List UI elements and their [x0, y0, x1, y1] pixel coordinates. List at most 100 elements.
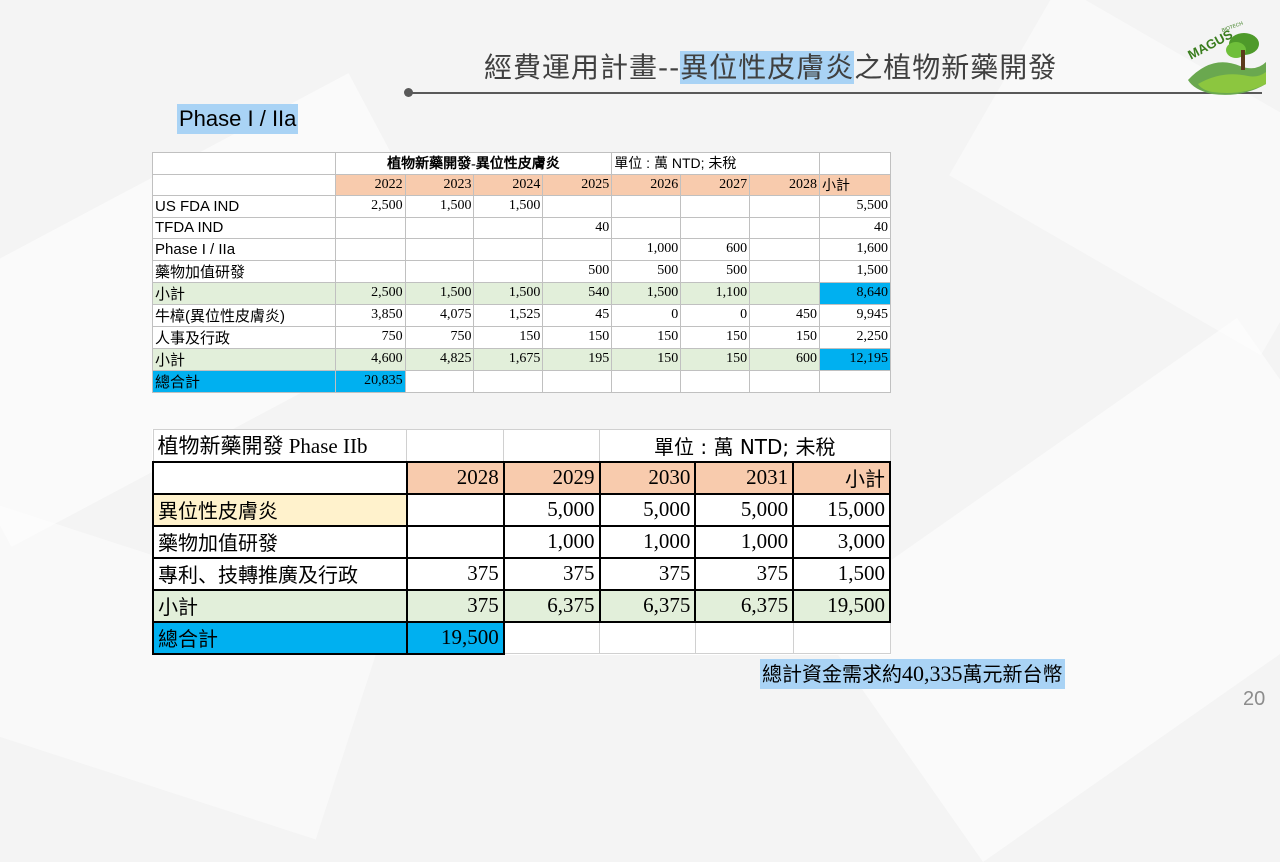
- title-highlight: 異位性皮膚炎: [680, 51, 855, 84]
- cell: 4,825: [404, 347, 475, 371]
- cell: 1,500: [404, 281, 475, 305]
- cell: 500: [611, 259, 682, 283]
- cell: 375: [694, 556, 795, 591]
- year-header: 2022: [334, 173, 406, 196]
- cell: [405, 492, 505, 527]
- row-label: 藥物加值研發: [152, 524, 408, 559]
- row-total: 2,250: [818, 325, 892, 349]
- table-unit: 單位 : 萬 NTD; 未稅: [599, 429, 891, 462]
- table-row: 專利、技轉推廣及行政 375 375 375 375 1,500: [152, 556, 891, 591]
- cell: 750: [404, 325, 475, 349]
- cell: 1,000: [502, 524, 601, 559]
- cell: 1,500: [611, 281, 682, 305]
- cell: 1,000: [611, 238, 682, 261]
- row-label: 異位性皮膚炎: [152, 492, 408, 527]
- grand-total-row: 總合計 19,500: [152, 620, 891, 655]
- total-header: 小計: [792, 460, 891, 495]
- cell: 6,375: [598, 588, 697, 623]
- total-header: 小計: [818, 173, 892, 196]
- grand-total-value: 20,835: [334, 369, 406, 393]
- cell: 4,075: [404, 303, 475, 327]
- cell: 1,000: [694, 524, 795, 559]
- cell: [334, 238, 406, 261]
- cell: 1,500: [473, 281, 544, 305]
- cell: 40: [542, 216, 613, 239]
- title-rule: [410, 92, 1262, 94]
- table-row: 人事及行政 750 750 150 150 150 150 150 2,250: [152, 325, 892, 349]
- cell: 540: [542, 281, 613, 305]
- cell: [749, 238, 820, 261]
- cell: 450: [749, 303, 820, 327]
- grand-total-label: 總合計: [152, 369, 336, 393]
- row-label: 藥物加值研發: [152, 259, 336, 283]
- page-number: 20: [1243, 688, 1266, 710]
- table-row: Phase I / IIa 1,000 600 1,600: [152, 238, 892, 261]
- table-title-row: 植物新藥開發-異位性皮膚炎 單位 : 萬 NTD; 未稅: [152, 152, 892, 175]
- total-funding-note: 總計資金需求約40,335萬元新台幣: [760, 659, 1065, 689]
- total-note-suffix: 萬元新台幣: [962, 662, 1063, 686]
- subtotal-row: 小計 4,600 4,825 1,675 195 150 150 600 12,…: [152, 347, 892, 371]
- cell: 45: [542, 303, 613, 327]
- cell: [611, 216, 682, 239]
- cell: 1,500: [404, 195, 475, 218]
- table-unit: 單位 : 萬 NTD; 未稅: [611, 152, 820, 175]
- row-total: 9,945: [818, 303, 892, 327]
- budget-table-phase2b: 植物新藥開發 Phase IIb 單位 : 萬 NTD; 未稅 2028 202…: [152, 429, 891, 655]
- cell: 375: [405, 556, 505, 591]
- cell: 0: [611, 303, 682, 327]
- row-total: 40: [818, 216, 892, 239]
- cell: 1,000: [598, 524, 697, 559]
- total-note-prefix: 總計資金需求約: [762, 662, 902, 686]
- cell: [404, 216, 475, 239]
- cell: 1,100: [680, 281, 751, 305]
- row-total: 5,500: [818, 195, 892, 218]
- title-suffix: 之植物新藥開發: [854, 51, 1058, 84]
- grand-total-value: 19,500: [405, 620, 505, 655]
- cell: [542, 195, 613, 218]
- row-total: 1,500: [792, 556, 891, 591]
- cell: [749, 259, 820, 283]
- year-header: 2028: [749, 173, 820, 196]
- table-header-row: 2028 2029 2030 2031 小計: [152, 460, 891, 495]
- table-title-row: 植物新藥開發 Phase IIb 單位 : 萬 NTD; 未稅: [152, 429, 891, 462]
- year-header: 2025: [542, 173, 613, 196]
- cell: [405, 524, 505, 559]
- row-label: 專利、技轉推廣及行政: [152, 556, 408, 591]
- row-label: Phase I / IIa: [152, 238, 336, 261]
- row-total: 3,000: [792, 524, 891, 559]
- cell: 3,850: [334, 303, 406, 327]
- cell: 4,600: [334, 347, 406, 371]
- cell: 600: [749, 347, 820, 371]
- cell: 150: [680, 347, 751, 371]
- year-header: 2023: [404, 173, 475, 196]
- cell: [473, 259, 544, 283]
- total-note-amount: 40,335: [902, 661, 963, 686]
- subtotal-row: 小計 375 6,375 6,375 6,375 19,500: [152, 588, 891, 623]
- cell: 500: [680, 259, 751, 283]
- magus-logo-icon: MAGUS BIOTECH: [1185, 21, 1266, 95]
- cell: [680, 195, 751, 218]
- title-prefix: 經費運用計畫--: [484, 51, 681, 84]
- cell: [680, 216, 751, 239]
- year-header: 2029: [502, 460, 601, 495]
- cell: 150: [473, 325, 544, 349]
- cell: [749, 195, 820, 218]
- table-row: 藥物加值研發 500 500 500 1,500: [152, 259, 892, 283]
- table-row: TFDA IND 40 40: [152, 216, 892, 239]
- slide-title: 經費運用計畫--異位性皮膚炎之植物新藥開發: [484, 46, 1057, 86]
- grand-total-label: 總合計: [152, 620, 408, 655]
- row-label: US FDA IND: [152, 195, 336, 218]
- year-header: 2024: [473, 173, 544, 196]
- cell: [749, 216, 820, 239]
- cell: 2,500: [334, 195, 406, 218]
- cell: 1,525: [473, 303, 544, 327]
- year-header: 2031: [694, 460, 795, 495]
- year-header: 2026: [611, 173, 682, 196]
- grand-total-row: 總合計 20,835: [152, 369, 892, 393]
- row-total: 19,500: [792, 588, 891, 623]
- table-row: 異位性皮膚炎 5,000 5,000 5,000 15,000: [152, 492, 891, 527]
- row-total: 1,500: [818, 259, 892, 283]
- table-title: 植物新藥開發-異位性皮膚炎: [334, 152, 613, 175]
- cell: [404, 238, 475, 261]
- year-header: 2028: [405, 460, 505, 495]
